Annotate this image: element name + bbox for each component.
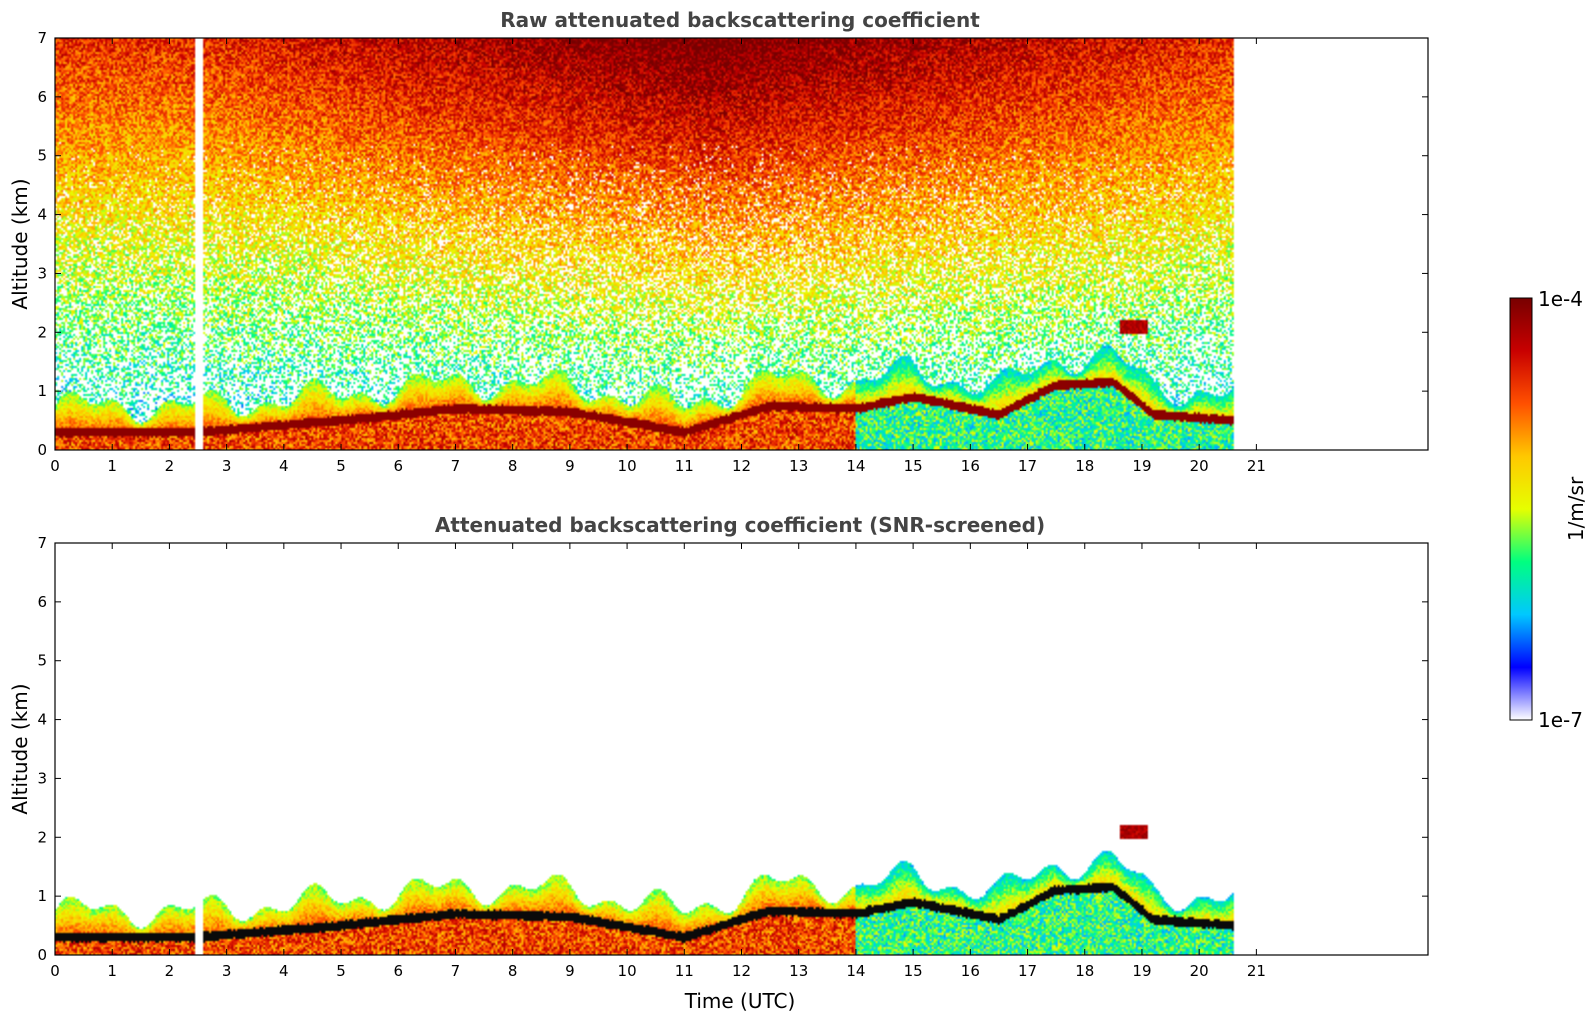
raw-panel-title: Raw attenuated backscattering coefficien… xyxy=(500,8,980,32)
x-tick-label: 5 xyxy=(336,457,346,475)
colorbar-gradient xyxy=(1509,297,1533,721)
x-tick-label: 3 xyxy=(222,457,232,475)
raw-y-axis-label: Altitude (km) xyxy=(8,178,32,309)
x-tick-label: 11 xyxy=(675,962,694,980)
x-tick-label: 14 xyxy=(846,962,865,980)
x-tick-label: 19 xyxy=(1132,962,1151,980)
x-tick-label: 9 xyxy=(565,457,575,475)
y-tick-label: 7 xyxy=(37,29,47,47)
x-tick-label: 21 xyxy=(1247,457,1266,475)
y-tick-label: 6 xyxy=(37,88,47,106)
y-tick-label: 0 xyxy=(37,946,47,964)
x-tick-label: 8 xyxy=(508,457,518,475)
x-tick-label: 5 xyxy=(336,962,346,980)
colorbar: 1e-4 1e-7 1/m/sr xyxy=(1509,287,1588,732)
x-tick-label: 9 xyxy=(565,962,575,980)
x-tick-label: 20 xyxy=(1190,962,1209,980)
x-tick-label: 7 xyxy=(451,962,461,980)
x-tick-label: 6 xyxy=(393,962,403,980)
x-tick-label: 8 xyxy=(508,962,518,980)
x-tick-label: 12 xyxy=(732,962,751,980)
x-tick-label: 4 xyxy=(279,962,289,980)
y-tick-label: 4 xyxy=(37,206,47,224)
x-tick-label: 0 xyxy=(50,962,60,980)
y-tick-label: 2 xyxy=(37,323,47,341)
x-tick-label: 10 xyxy=(618,962,637,980)
x-tick-label: 18 xyxy=(1075,457,1094,475)
snr-screened-heatmap xyxy=(55,543,1428,955)
raw-axis-ticks: 0 1 2 3 4 5 6 7 8 9 10 11 12 13 14 15 16 17 18 19 20 21012345… xyxy=(37,29,1428,475)
snr-screened-panel: Attenuated backscattering coefficient (S… xyxy=(8,513,1429,1013)
y-tick-label: 3 xyxy=(37,264,47,282)
y-tick-label: 0 xyxy=(37,441,47,459)
x-tick-label: 11 xyxy=(675,457,694,475)
snr-axis-ticks: 0 1 2 3 4 5 6 7 8 9 10 11 12 13 14 15 16 17 18 19 20 21012345… xyxy=(37,534,1428,980)
x-tick-label: 4 xyxy=(279,457,289,475)
colorbar-max-label: 1e-4 xyxy=(1538,287,1583,311)
y-tick-label: 1 xyxy=(37,887,47,905)
x-tick-label: 10 xyxy=(618,457,637,475)
x-tick-label: 1 xyxy=(107,962,117,980)
y-tick-label: 1 xyxy=(37,382,47,400)
x-tick-label: 16 xyxy=(961,457,980,475)
raw-backscatter-panel: Raw attenuated backscattering coefficien… xyxy=(8,8,1429,475)
y-tick-label: 2 xyxy=(37,828,47,846)
y-tick-label: 7 xyxy=(37,534,47,552)
x-tick-label: 18 xyxy=(1075,962,1094,980)
colorbar-min-label: 1e-7 xyxy=(1538,708,1583,732)
x-tick-label: 17 xyxy=(1018,962,1037,980)
x-tick-label: 19 xyxy=(1132,457,1151,475)
x-tick-label: 0 xyxy=(50,457,60,475)
x-tick-label: 1 xyxy=(107,457,117,475)
x-tick-label: 2 xyxy=(165,457,175,475)
x-tick-label: 15 xyxy=(904,962,923,980)
snr-y-axis-label: Altitude (km) xyxy=(8,683,32,814)
x-tick-label: 20 xyxy=(1190,457,1209,475)
y-tick-label: 4 xyxy=(37,711,47,729)
x-tick-label: 6 xyxy=(393,457,403,475)
x-tick-label: 16 xyxy=(961,962,980,980)
snr-panel-title: Attenuated backscattering coefficient (S… xyxy=(435,513,1045,537)
x-tick-label: 2 xyxy=(165,962,175,980)
y-tick-label: 6 xyxy=(37,593,47,611)
x-tick-label: 21 xyxy=(1247,962,1266,980)
y-tick-label: 5 xyxy=(37,652,47,670)
colorbar-unit-label: 1/m/sr xyxy=(1564,476,1588,541)
x-axis-label: Time (UTC) xyxy=(684,989,796,1013)
y-tick-label: 3 xyxy=(37,769,47,787)
x-tick-label: 13 xyxy=(789,457,808,475)
x-tick-label: 12 xyxy=(732,457,751,475)
y-tick-label: 5 xyxy=(37,147,47,165)
x-tick-label: 14 xyxy=(846,457,865,475)
x-tick-label: 15 xyxy=(904,457,923,475)
x-tick-label: 7 xyxy=(451,457,461,475)
x-tick-label: 3 xyxy=(222,962,232,980)
x-tick-label: 17 xyxy=(1018,457,1037,475)
x-tick-label: 13 xyxy=(789,962,808,980)
raw-backscatter-heatmap xyxy=(55,38,1428,450)
